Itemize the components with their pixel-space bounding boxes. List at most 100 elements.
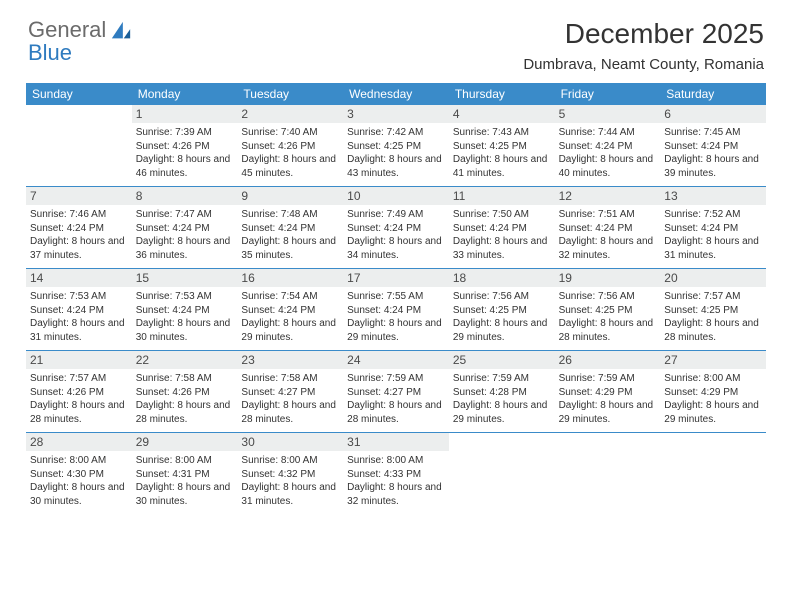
title-block: December 2025 Dumbrava, Neamt County, Ro… bbox=[523, 18, 764, 73]
day-info: Sunrise: 7:50 AMSunset: 4:24 PMDaylight:… bbox=[453, 208, 551, 262]
day-cell: 22 Sunrise: 7:58 AMSunset: 4:26 PMDayligh… bbox=[132, 351, 238, 432]
day-number: 2 bbox=[237, 105, 343, 123]
header: General Blue December 2025 Dumbrava, Nea… bbox=[0, 0, 792, 77]
day-cell: 7Sunrise: 7:46 AMSunset: 4:24 PMDaylight… bbox=[26, 187, 132, 268]
day-info: Sunrise: 7:52 AMSunset: 4:24 PMDaylight:… bbox=[664, 208, 762, 262]
day-cell: 20 Sunrise: 7:57 AMSunset: 4:25 PMDayligh… bbox=[660, 269, 766, 350]
day-cell: 30 Sunrise: 8:00 AMSunset: 4:32 PMDayligh… bbox=[237, 433, 343, 514]
day-info: Sunrise: 7:40 AMSunset: 4:26 PMDaylight:… bbox=[241, 126, 339, 180]
weekday-sunday: Sunday bbox=[26, 83, 132, 105]
day-cell: 14Sunrise: 7:53 AMSunset: 4:24 PMDayligh… bbox=[26, 269, 132, 350]
logo-top: General bbox=[28, 17, 106, 42]
day-number: 17 bbox=[343, 269, 449, 287]
day-info: Sunrise: 8:00 AMSunset: 4:29 PMDaylight:… bbox=[664, 372, 762, 426]
day-info: Sunrise: 7:42 AMSunset: 4:25 PMDaylight:… bbox=[347, 126, 445, 180]
day-cell: 21 Sunrise: 7:57 AMSunset: 4:26 PMDayligh… bbox=[26, 351, 132, 432]
day-info: Sunrise: 7:55 AMSunset: 4:24 PMDaylight:… bbox=[347, 290, 445, 344]
day-number: 19 bbox=[555, 269, 661, 287]
day-cell: 12 Sunrise: 7:51 AMSunset: 4:24 PMDayligh… bbox=[555, 187, 661, 268]
day-number: 25 bbox=[449, 351, 555, 369]
weekday-header: SundayMondayTuesdayWednesdayThursdayFrid… bbox=[26, 83, 766, 105]
day-info: Sunrise: 7:48 AMSunset: 4:24 PMDaylight:… bbox=[241, 208, 339, 262]
day-cell: 18 Sunrise: 7:56 AMSunset: 4:25 PMDayligh… bbox=[449, 269, 555, 350]
day-cell: 28Sunrise: 8:00 AMSunset: 4:30 PMDayligh… bbox=[26, 433, 132, 514]
day-number: 16 bbox=[237, 269, 343, 287]
calendar: SundayMondayTuesdayWednesdayThursdayFrid… bbox=[26, 83, 766, 514]
day-number: 5 bbox=[555, 105, 661, 123]
day-number: 6 bbox=[660, 105, 766, 123]
logo: General Blue bbox=[28, 18, 132, 64]
day-cell: 5Sunrise: 7:44 AMSunset: 4:24 PMDaylight… bbox=[555, 105, 661, 186]
day-info: Sunrise: 8:00 AMSunset: 4:31 PMDaylight:… bbox=[136, 454, 234, 508]
day-number: 26 bbox=[555, 351, 661, 369]
day-number: 22 bbox=[132, 351, 238, 369]
day-cell: 17 Sunrise: 7:55 AMSunset: 4:24 PMDayligh… bbox=[343, 269, 449, 350]
day-number: 8 bbox=[132, 187, 238, 205]
day-number: 12 bbox=[555, 187, 661, 205]
day-cell: 19 Sunrise: 7:56 AMSunset: 4:25 PMDayligh… bbox=[555, 269, 661, 350]
day-number: 9 bbox=[237, 187, 343, 205]
day-cell: 23Sunrise: 7:58 AMSunset: 4:27 PMDayligh… bbox=[237, 351, 343, 432]
day-cell: 6Sunrise: 7:45 AMSunset: 4:24 PMDaylight… bbox=[660, 105, 766, 186]
week-row: 28Sunrise: 8:00 AMSunset: 4:30 PMDayligh… bbox=[26, 432, 766, 514]
day-cell: 31Sunrise: 8:00 AMSunset: 4:33 PMDayligh… bbox=[343, 433, 449, 514]
logo-bottom: Blue bbox=[28, 40, 72, 65]
logo-text: General Blue bbox=[28, 18, 106, 64]
day-cell: 29 Sunrise: 8:00 AMSunset: 4:31 PMDayligh… bbox=[132, 433, 238, 514]
day-number: 15 bbox=[132, 269, 238, 287]
day-info: Sunrise: 8:00 AMSunset: 4:30 PMDaylight:… bbox=[30, 454, 128, 508]
day-info: Sunrise: 7:53 AMSunset: 4:24 PMDaylight:… bbox=[30, 290, 128, 344]
day-number: 18 bbox=[449, 269, 555, 287]
day-info: Sunrise: 7:39 AMSunset: 4:26 PMDaylight:… bbox=[136, 126, 234, 180]
day-number: 4 bbox=[449, 105, 555, 123]
day-number: 31 bbox=[343, 433, 449, 451]
day-info: Sunrise: 7:46 AMSunset: 4:24 PMDaylight:… bbox=[30, 208, 128, 262]
day-info: Sunrise: 7:56 AMSunset: 4:25 PMDaylight:… bbox=[453, 290, 551, 344]
weekday-monday: Monday bbox=[132, 83, 238, 105]
day-cell: 27 Sunrise: 8:00 AMSunset: 4:29 PMDayligh… bbox=[660, 351, 766, 432]
day-number: 24 bbox=[343, 351, 449, 369]
day-cell: 1Sunrise: 7:39 AMSunset: 4:26 PMDaylight… bbox=[132, 105, 238, 186]
day-info: Sunrise: 7:49 AMSunset: 4:24 PMDaylight:… bbox=[347, 208, 445, 262]
day-cell: 16 Sunrise: 7:54 AMSunset: 4:24 PMDayligh… bbox=[237, 269, 343, 350]
day-number: 21 bbox=[26, 351, 132, 369]
day-info: Sunrise: 7:57 AMSunset: 4:26 PMDaylight:… bbox=[30, 372, 128, 426]
day-info: Sunrise: 8:00 AMSunset: 4:32 PMDaylight:… bbox=[241, 454, 339, 508]
day-info: Sunrise: 7:47 AMSunset: 4:24 PMDaylight:… bbox=[136, 208, 234, 262]
day-info: Sunrise: 7:54 AMSunset: 4:24 PMDaylight:… bbox=[241, 290, 339, 344]
day-cell: 3 Sunrise: 7:42 AMSunset: 4:25 PMDaylight… bbox=[343, 105, 449, 186]
week-row: 14Sunrise: 7:53 AMSunset: 4:24 PMDayligh… bbox=[26, 268, 766, 350]
weekday-wednesday: Wednesday bbox=[343, 83, 449, 105]
day-info: Sunrise: 7:58 AMSunset: 4:26 PMDaylight:… bbox=[136, 372, 234, 426]
day-cell: 13 Sunrise: 7:52 AMSunset: 4:24 PMDayligh… bbox=[660, 187, 766, 268]
day-cell: 15Sunrise: 7:53 AMSunset: 4:24 PMDayligh… bbox=[132, 269, 238, 350]
day-number: 3 bbox=[343, 105, 449, 123]
day-number: 30 bbox=[237, 433, 343, 451]
day-cell: 24 Sunrise: 7:59 AMSunset: 4:27 PMDayligh… bbox=[343, 351, 449, 432]
day-number: 23 bbox=[237, 351, 343, 369]
day-info: Sunrise: 7:56 AMSunset: 4:25 PMDaylight:… bbox=[559, 290, 657, 344]
day-cell: 10 Sunrise: 7:49 AMSunset: 4:24 PMDayligh… bbox=[343, 187, 449, 268]
weeks-container: 1Sunrise: 7:39 AMSunset: 4:26 PMDaylight… bbox=[26, 105, 766, 514]
location: Dumbrava, Neamt County, Romania bbox=[523, 56, 764, 73]
day-cell bbox=[555, 433, 661, 514]
day-cell: 11Sunrise: 7:50 AMSunset: 4:24 PMDayligh… bbox=[449, 187, 555, 268]
page-title: December 2025 bbox=[523, 18, 764, 50]
weekday-friday: Friday bbox=[555, 83, 661, 105]
logo-sail-icon bbox=[110, 20, 132, 42]
day-number: 10 bbox=[343, 187, 449, 205]
day-info: Sunrise: 7:59 AMSunset: 4:27 PMDaylight:… bbox=[347, 372, 445, 426]
day-info: Sunrise: 7:51 AMSunset: 4:24 PMDaylight:… bbox=[559, 208, 657, 262]
day-number: 13 bbox=[660, 187, 766, 205]
day-cell bbox=[26, 105, 132, 186]
day-info: Sunrise: 7:57 AMSunset: 4:25 PMDaylight:… bbox=[664, 290, 762, 344]
day-cell: 8 Sunrise: 7:47 AMSunset: 4:24 PMDaylight… bbox=[132, 187, 238, 268]
day-number: 20 bbox=[660, 269, 766, 287]
week-row: 1Sunrise: 7:39 AMSunset: 4:26 PMDaylight… bbox=[26, 105, 766, 186]
weekday-thursday: Thursday bbox=[449, 83, 555, 105]
day-number: 29 bbox=[132, 433, 238, 451]
weekday-saturday: Saturday bbox=[660, 83, 766, 105]
day-cell: 9 Sunrise: 7:48 AMSunset: 4:24 PMDaylight… bbox=[237, 187, 343, 268]
day-number: 27 bbox=[660, 351, 766, 369]
week-row: 7Sunrise: 7:46 AMSunset: 4:24 PMDaylight… bbox=[26, 186, 766, 268]
